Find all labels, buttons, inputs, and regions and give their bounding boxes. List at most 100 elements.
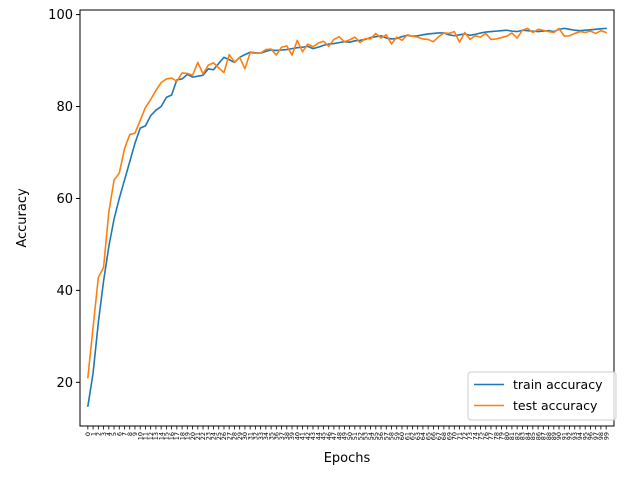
x-tick-label: 30 — [241, 432, 249, 440]
x-tick-label: 44 — [314, 432, 322, 440]
legend-label-test: test accuracy — [513, 398, 598, 413]
x-tick-label: 22 — [199, 432, 207, 440]
x-tick-label: 41 — [299, 432, 307, 440]
x-tick-label: 81 — [508, 432, 516, 440]
x-tick-label: 59 — [393, 432, 401, 440]
x-tick-label: 12 — [147, 432, 155, 440]
plot-frame — [79, 9, 615, 427]
x-tick-label: 56 — [377, 432, 385, 440]
x-tick-label: 74 — [471, 432, 479, 440]
x-tick-label: 46 — [325, 432, 333, 440]
x-tick-label: 27 — [225, 432, 233, 440]
x-tick-label: 37 — [278, 432, 286, 440]
x-tick-label: 65 — [424, 432, 432, 440]
x-tick-label: 73 — [466, 432, 474, 440]
x-tick-label: 14 — [157, 432, 165, 440]
x-tick-label: 54 — [367, 432, 375, 440]
x-tick-label: 18 — [178, 432, 186, 440]
x-tick-label: 29 — [236, 432, 244, 440]
x-tick-label: 96 — [587, 432, 595, 440]
x-tick-label: 15 — [163, 432, 171, 440]
x-tick-label: 68 — [440, 432, 448, 440]
x-tick-label: 99 — [602, 432, 610, 440]
x-tick-label: 62 — [409, 432, 417, 440]
x-tick-label: 50 — [346, 432, 354, 440]
x-tick-label: 16 — [168, 432, 176, 440]
legend-box — [467, 371, 617, 421]
x-tick-label: 82 — [513, 432, 521, 440]
x-tick-label: 6 — [115, 432, 123, 436]
y-tick-label: 80 — [56, 100, 73, 115]
x-tick-label: 33 — [257, 432, 265, 440]
x-tick-label: 83 — [519, 432, 527, 440]
x-tick-label: 34 — [262, 432, 270, 440]
x-tick-label: 89 — [550, 432, 558, 440]
x-tick-label: 85 — [529, 432, 537, 440]
x-tick-label: 69 — [445, 432, 453, 440]
x-tick-label: 2 — [95, 432, 103, 436]
x-tick-label: 4 — [105, 432, 113, 436]
x-tick-label: 42 — [304, 432, 312, 440]
x-tick-label: 19 — [184, 432, 192, 440]
y-tick-label: 20 — [56, 376, 73, 391]
x-tick-label: 39 — [288, 432, 296, 440]
x-tick-label: 10 — [136, 432, 144, 440]
y-tick-label: 100 — [48, 8, 73, 23]
x-tick-label: 95 — [581, 432, 589, 440]
x-tick-label: 13 — [152, 432, 160, 440]
x-tick-label: 91 — [560, 432, 568, 440]
x-tick-label: 21 — [194, 432, 202, 440]
x-tick-label: 90 — [555, 432, 563, 440]
series-line-test-accuracy — [87, 27, 607, 379]
x-tick-label: 71 — [456, 432, 464, 440]
x-tick-label: 0 — [84, 432, 92, 436]
x-tick-label: 64 — [419, 432, 427, 440]
x-tick-label: 93 — [571, 432, 579, 440]
x-tick-label: 17 — [173, 432, 181, 440]
x-tick-label: 92 — [566, 432, 574, 440]
x-tick-label: 75 — [477, 432, 485, 440]
x-tick-label: 9 — [131, 432, 139, 436]
x-tick-label: 63 — [414, 432, 422, 440]
x-tick-label: 80 — [503, 432, 511, 440]
legend: train accuracy test accuracy — [467, 371, 617, 421]
x-tick-label: 87 — [540, 432, 548, 440]
x-tick-label: 20 — [189, 432, 197, 440]
x-tick-label: 35 — [267, 432, 275, 440]
x-tick-label: 55 — [372, 432, 380, 440]
x-tick-label: 11 — [142, 432, 150, 440]
x-tick-label: 60 — [398, 432, 406, 440]
x-tick-label: 88 — [545, 432, 553, 440]
x-tick-label: 94 — [576, 432, 584, 440]
x-tick-label: 79 — [498, 432, 506, 440]
x-tick-label: 8 — [126, 432, 134, 436]
y-tick-label: 40 — [56, 284, 73, 299]
x-tick-label: 24 — [210, 432, 218, 440]
x-tick-label: 3 — [100, 432, 108, 436]
x-axis: 0123456789101112131415161718192021222324… — [84, 426, 610, 440]
x-tick-label: 49 — [341, 432, 349, 440]
x-tick-label: 31 — [246, 432, 254, 440]
x-tick-label: 67 — [435, 432, 443, 440]
x-tick-label: 72 — [461, 432, 469, 440]
x-tick-label: 48 — [335, 432, 343, 440]
x-tick-label: 40 — [293, 432, 301, 440]
x-axis-label: Epochs — [324, 451, 371, 466]
x-tick-label: 23 — [204, 432, 212, 440]
x-tick-label: 57 — [382, 432, 390, 440]
x-tick-label: 32 — [252, 432, 260, 440]
x-tick-label: 53 — [362, 432, 370, 440]
x-tick-label: 58 — [388, 432, 396, 440]
x-tick-label: 26 — [220, 432, 228, 440]
x-tick-label: 5 — [110, 432, 118, 436]
x-tick-label: 76 — [482, 432, 490, 440]
y-tick-label: 60 — [56, 192, 73, 207]
series-layer — [87, 27, 607, 408]
x-tick-label: 28 — [231, 432, 239, 440]
x-tick-label: 66 — [430, 432, 438, 440]
x-tick-label: 78 — [492, 432, 500, 440]
x-tick-label: 7 — [121, 432, 129, 436]
x-tick-label: 51 — [351, 432, 359, 440]
x-tick-label: 97 — [592, 432, 600, 440]
